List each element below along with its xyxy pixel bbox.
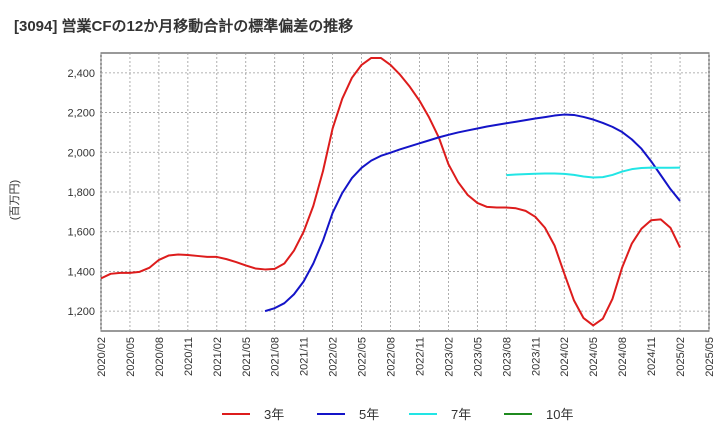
x-tick-label: 2021/11	[299, 337, 311, 376]
legend: 3年 5年 7年 10年	[222, 407, 573, 422]
x-tick-label: 2021/02	[212, 337, 224, 377]
y-tick-label: 2,200	[67, 108, 95, 120]
y-tick-label: 1,200	[67, 306, 95, 318]
x-tick-label: 2024/02	[559, 337, 571, 377]
x-tick-label: 2020/08	[154, 337, 166, 377]
x-tick-label: 2023/11	[530, 337, 542, 376]
x-tick-label: 2023/05	[472, 337, 484, 377]
x-tick-label: 2025/02	[675, 337, 687, 377]
x-tick-label: 2022/02	[328, 337, 340, 377]
legend-label-5年: 5年	[359, 407, 379, 422]
series-line-3年	[100, 56, 681, 327]
y-tick-label: 1,400	[67, 266, 95, 278]
chart-title: [3094] 営業CFの12か月移動合計の標準偏差の推移	[14, 17, 353, 35]
y-tick-label: 1,600	[67, 227, 95, 239]
y-tick-label: 2,000	[67, 147, 95, 159]
x-tick-label: 2024/05	[588, 337, 600, 377]
x-tick-labels: 2020/02 2020/05 2020/08 2020/11 2021/02 2021/…	[96, 337, 716, 377]
x-tick-label: 2024/08	[617, 337, 629, 377]
x-tick-label: 2024/11	[646, 337, 658, 376]
series-line-5年	[264, 113, 681, 313]
y-axis-label: (百万円)	[9, 180, 21, 220]
x-tick-label: 2020/05	[125, 337, 137, 377]
series-layer	[100, 56, 681, 327]
y-tick-labels: 1,200 1,400 1,600 1,800 2,000 2,200 2,400	[67, 68, 95, 318]
x-tick-label: 2023/08	[501, 337, 513, 377]
x-tick-label: 2021/05	[241, 337, 253, 377]
x-tick-label: 2022/11	[414, 337, 426, 376]
x-tick-label: 2020/11	[183, 337, 195, 376]
x-tick-label: 2023/02	[443, 337, 455, 377]
y-tick-label: 2,400	[67, 68, 95, 80]
y-tick-label: 1,800	[67, 187, 95, 199]
x-tick-label: 2022/08	[386, 337, 398, 377]
grid-layer	[100, 53, 710, 331]
x-tick-label: 2021/08	[270, 337, 282, 377]
x-tick-label: 2025/05	[704, 337, 716, 377]
legend-label-3年: 3年	[264, 407, 284, 422]
legend-label-7年: 7年	[451, 407, 471, 422]
legend-label-10年: 10年	[546, 407, 573, 422]
x-tick-label: 2020/02	[96, 337, 108, 377]
x-tick-label: 2022/05	[357, 337, 369, 377]
series-line-7年	[506, 166, 681, 179]
